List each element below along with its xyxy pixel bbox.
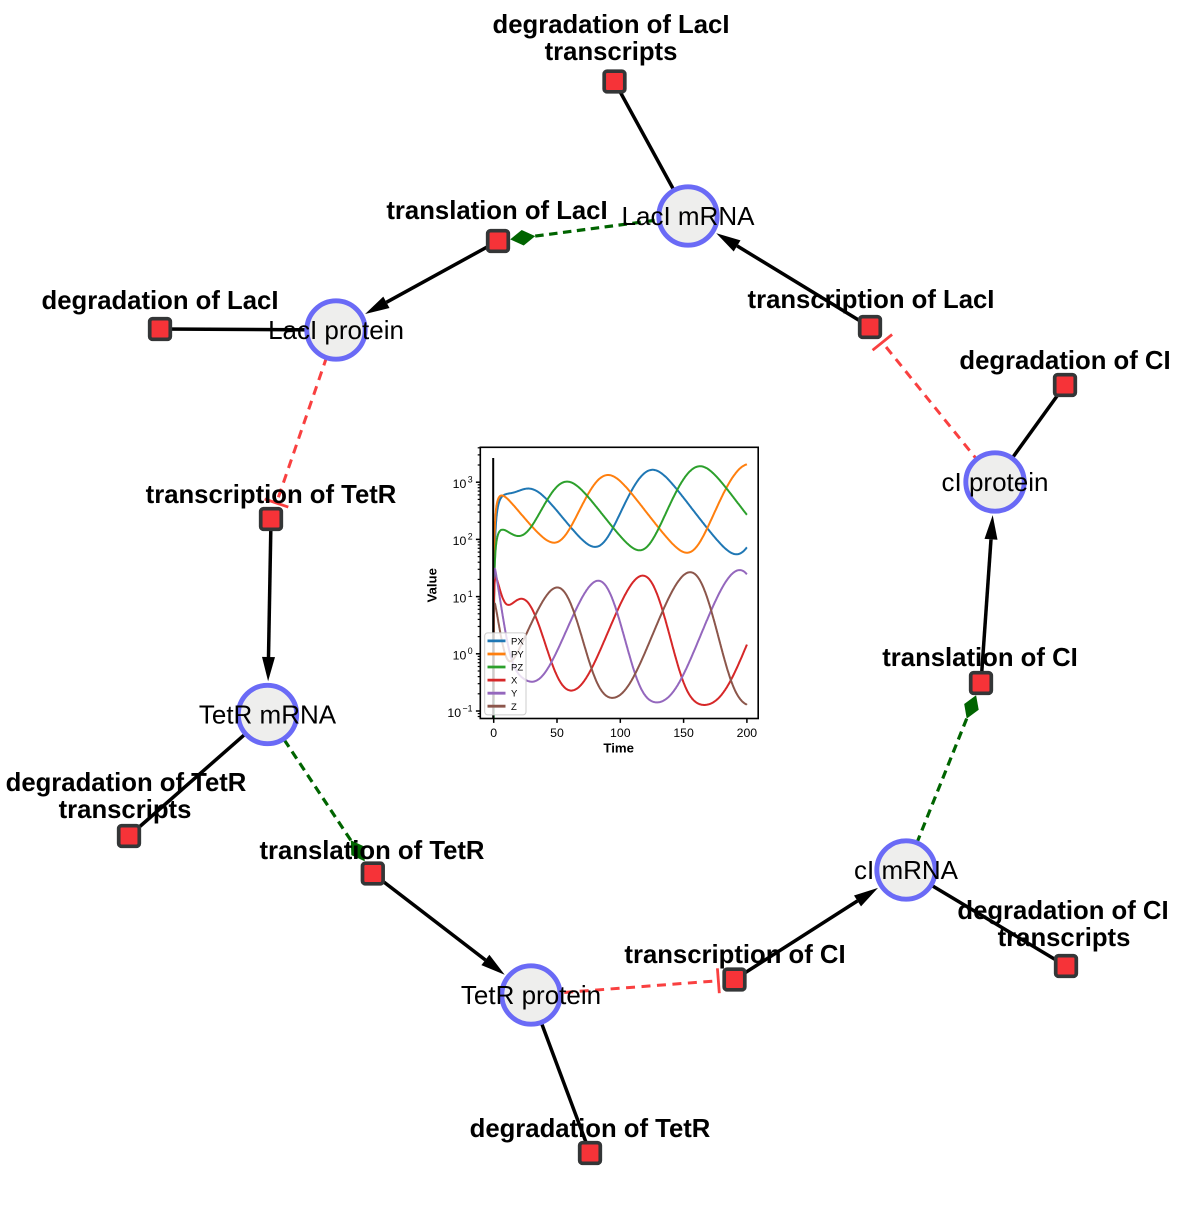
svg-text:150: 150 xyxy=(673,726,694,740)
svg-text:TetR mRNA: TetR mRNA xyxy=(199,700,337,730)
svg-text:1: 1 xyxy=(468,589,473,599)
svg-text:TetR protein: TetR protein xyxy=(461,980,601,1010)
svg-text:Z: Z xyxy=(511,702,517,713)
svg-text:cI protein: cI protein xyxy=(942,467,1049,497)
svg-text:Value: Value xyxy=(424,568,439,602)
svg-text:3: 3 xyxy=(468,475,473,485)
svg-text:transcripts: transcripts xyxy=(545,38,678,66)
svg-text:100: 100 xyxy=(610,726,631,740)
svg-text:translation of LacI: translation of LacI xyxy=(386,197,607,225)
svg-text:cI mRNA: cI mRNA xyxy=(854,855,959,885)
svg-text:10: 10 xyxy=(453,534,467,548)
svg-text:0: 0 xyxy=(468,646,473,656)
svg-text:transcripts: transcripts xyxy=(998,924,1131,952)
svg-text:10: 10 xyxy=(453,649,467,663)
svg-text:PX: PX xyxy=(511,636,524,647)
svg-text:degradation of CI: degradation of CI xyxy=(959,347,1170,375)
svg-text:10: 10 xyxy=(453,477,467,491)
svg-text:−1: −1 xyxy=(463,703,473,713)
svg-text:degradation of LacI: degradation of LacI xyxy=(42,287,279,315)
svg-text:transcripts: transcripts xyxy=(59,796,192,824)
svg-text:LacI mRNA: LacI mRNA xyxy=(622,201,756,231)
svg-text:50: 50 xyxy=(550,726,564,740)
svg-text:degradation of TetR: degradation of TetR xyxy=(470,1115,711,1143)
svg-text:Y: Y xyxy=(511,689,518,700)
svg-text:transcription of LacI: transcription of LacI xyxy=(748,286,995,314)
svg-text:10: 10 xyxy=(447,706,461,720)
svg-text:LacI protein: LacI protein xyxy=(268,315,404,345)
svg-text:0: 0 xyxy=(490,726,497,740)
svg-text:2: 2 xyxy=(468,532,473,542)
svg-text:degradation of CI: degradation of CI xyxy=(957,897,1168,925)
svg-text:degradation of LacI: degradation of LacI xyxy=(493,11,730,39)
svg-text:Time: Time xyxy=(603,740,634,755)
svg-text:translation of CI: translation of CI xyxy=(882,644,1078,672)
svg-text:degradation of TetR: degradation of TetR xyxy=(6,769,247,797)
svg-text:PZ: PZ xyxy=(511,663,523,674)
svg-text:X: X xyxy=(511,676,518,687)
svg-text:translation of TetR: translation of TetR xyxy=(259,837,484,865)
svg-text:200: 200 xyxy=(737,726,758,740)
svg-text:transcription of TetR: transcription of TetR xyxy=(146,481,397,509)
svg-text:PY: PY xyxy=(511,650,524,661)
svg-text:10: 10 xyxy=(453,591,467,605)
svg-text:transcription of CI: transcription of CI xyxy=(624,941,845,969)
